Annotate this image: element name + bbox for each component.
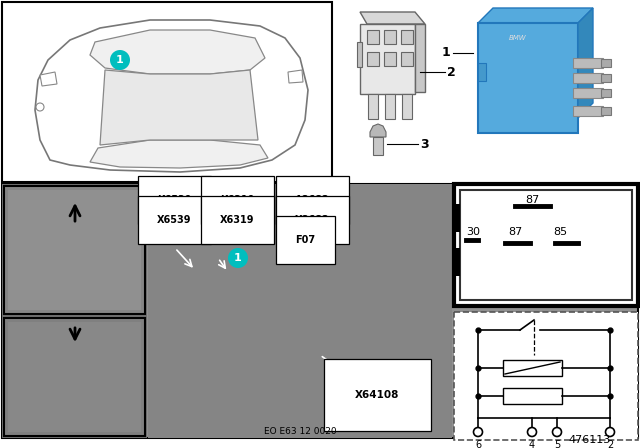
Text: BMW: BMW [509, 35, 527, 41]
Bar [503, 388, 562, 404]
Polygon shape [35, 20, 308, 172]
Bar [373, 137, 383, 155]
Bar [601, 59, 611, 67]
Polygon shape [578, 8, 593, 118]
Bar [636, 252, 640, 274]
Polygon shape [360, 12, 425, 24]
Bar [401, 30, 413, 44]
Bar [478, 63, 486, 81]
Bar [8, 322, 141, 432]
Text: X64108: X64108 [355, 390, 399, 400]
Bar [601, 107, 611, 115]
Text: 5: 5 [554, 440, 560, 448]
Bar [402, 94, 412, 119]
Text: 87: 87 [525, 195, 539, 205]
Text: 4: 4 [529, 440, 535, 448]
Text: 2: 2 [607, 440, 613, 448]
Polygon shape [40, 72, 57, 86]
Bar [367, 52, 379, 66]
Text: F07: F07 [295, 235, 315, 245]
Bar [478, 23, 578, 133]
Text: K6539: K6539 [157, 195, 191, 205]
Bar [360, 24, 415, 94]
Text: 2: 2 [447, 65, 456, 78]
Bar [384, 52, 396, 66]
Text: 1: 1 [441, 47, 450, 60]
Text: 1: 1 [234, 253, 242, 263]
Bar [401, 52, 413, 66]
Polygon shape [288, 70, 303, 83]
Circle shape [605, 427, 614, 436]
Bar [2, 184, 147, 438]
Polygon shape [90, 30, 265, 74]
Text: 85: 85 [553, 227, 567, 237]
Text: EO E63 12 0020: EO E63 12 0020 [264, 427, 336, 436]
Bar [454, 312, 638, 440]
Circle shape [552, 427, 561, 436]
Text: X6539: X6539 [157, 215, 191, 225]
Bar [2, 184, 638, 438]
Circle shape [527, 427, 536, 436]
Bar [357, 42, 362, 67]
Bar [573, 88, 603, 98]
Bar [454, 184, 638, 306]
Bar [452, 248, 460, 276]
Circle shape [110, 50, 130, 70]
Bar [385, 94, 395, 119]
Text: K6319: K6319 [220, 195, 255, 205]
Bar [636, 212, 640, 234]
Bar [573, 58, 603, 68]
Bar [4, 186, 145, 314]
Text: 3: 3 [420, 138, 429, 151]
Text: 87: 87 [508, 227, 522, 237]
Bar [384, 30, 396, 44]
Bar [573, 73, 603, 83]
Bar [452, 204, 460, 232]
Polygon shape [478, 8, 593, 23]
Bar [2, 2, 332, 182]
Bar [460, 190, 632, 300]
Polygon shape [100, 70, 258, 145]
Bar [8, 190, 141, 310]
Text: 30: 30 [466, 227, 480, 237]
Text: 476113: 476113 [569, 435, 611, 445]
Bar [4, 318, 145, 436]
Circle shape [474, 427, 483, 436]
Bar [367, 30, 379, 44]
Text: X6319: X6319 [220, 215, 255, 225]
Text: 6: 6 [475, 440, 481, 448]
Polygon shape [90, 140, 268, 168]
Bar [573, 106, 603, 116]
Text: A8682: A8682 [295, 195, 330, 205]
Bar [601, 89, 611, 97]
Circle shape [36, 103, 44, 111]
Text: 1: 1 [116, 55, 124, 65]
Polygon shape [370, 124, 386, 137]
Text: X8682: X8682 [295, 215, 330, 225]
Bar [601, 74, 611, 82]
Circle shape [228, 248, 248, 268]
Bar [503, 360, 562, 376]
Bar [368, 94, 378, 119]
Polygon shape [415, 24, 425, 92]
Bar [148, 184, 452, 438]
